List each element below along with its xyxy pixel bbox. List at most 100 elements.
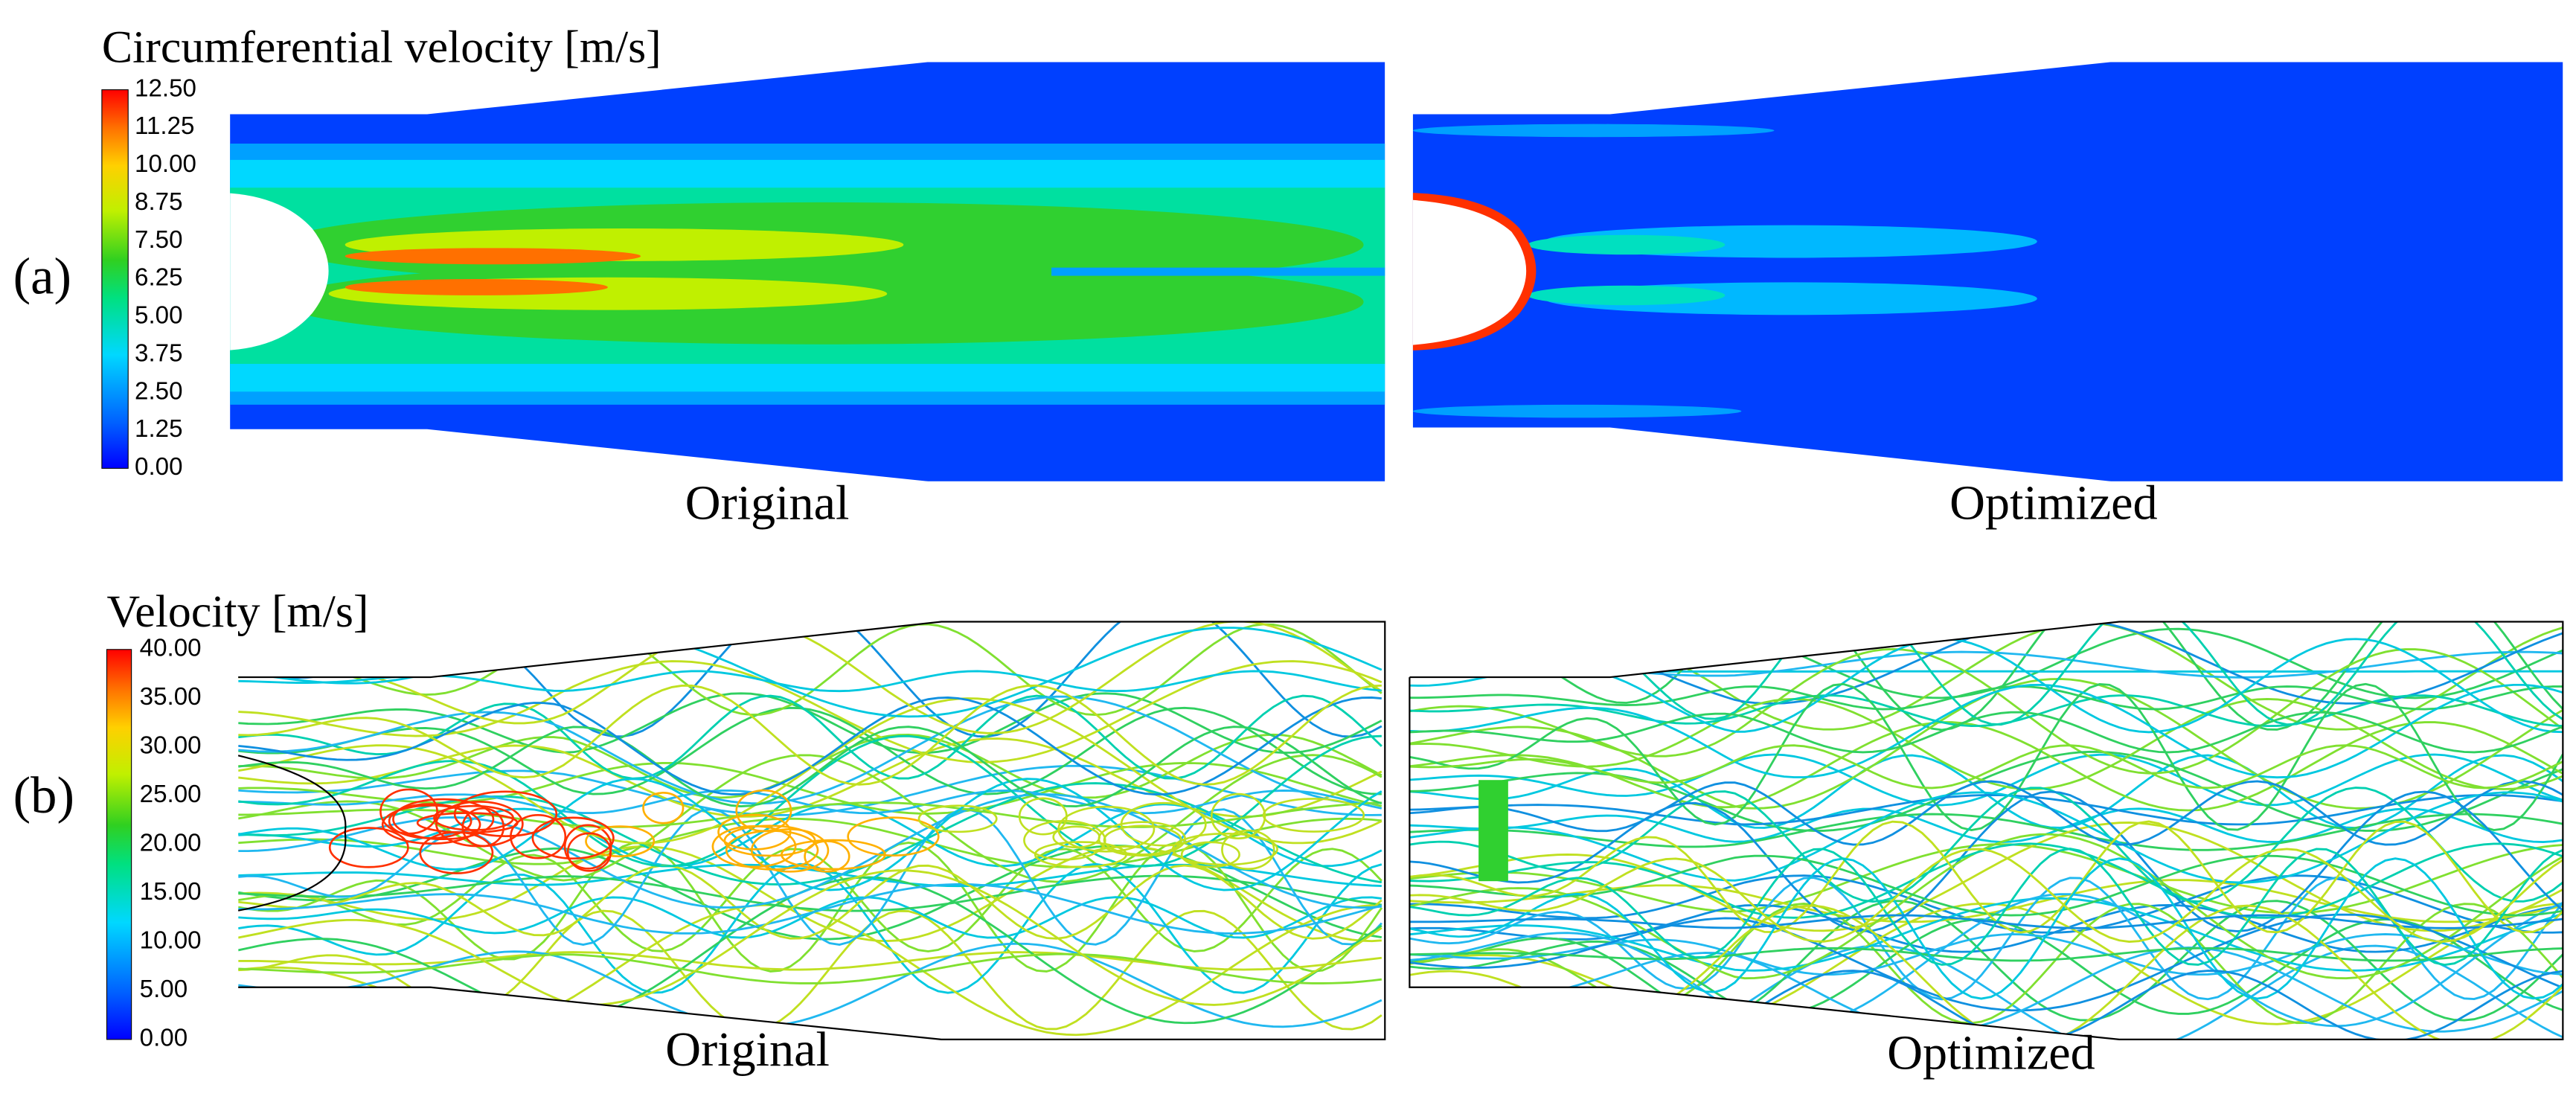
streamline [238,623,1382,717]
colorbar-tick-label: 2.50 [135,377,182,404]
swirl [1262,798,1365,833]
domain-outline [1409,621,2564,1040]
domain-outline [238,621,1386,1040]
colorbar-tick-label: 10.00 [135,150,196,177]
streamline [238,684,1382,786]
swirl [750,828,830,873]
streamline [238,726,1382,807]
streamline [238,761,1382,815]
streamline [238,754,1382,883]
swirl [725,830,819,871]
swirl [917,804,998,833]
inlet-band [1478,780,1508,882]
swirl [1221,829,1275,871]
swirl [435,801,524,848]
swirl [1120,801,1207,847]
streamline [1409,900,2563,1022]
streamline [1409,650,2563,679]
contour-original [230,62,1385,481]
panel-label: (a) [13,248,71,306]
streamline [1409,913,2563,1012]
streamline [238,942,1382,1028]
streamline [1409,621,2563,731]
swirl [379,788,438,835]
streamline [1409,790,2563,932]
streamline [238,817,1382,868]
swirl [642,792,685,824]
streamline [1409,914,2563,929]
streamline [1409,848,2563,943]
streamline [1409,750,2563,832]
swirl [328,827,409,868]
colorbar-tick-label: 12.50 [135,74,196,101]
streamline [238,734,1382,868]
streamline [1409,876,2563,1001]
colorbar-tick-label: 7.50 [135,225,182,253]
swirl [563,824,612,870]
contour-optimized [1412,62,2563,481]
colorbar-tick-label: 5.00 [140,975,188,1002]
colorbar-tick-label: 30.00 [140,731,202,759]
colorbar-tick-label: 5.00 [135,301,182,329]
view-label: Optimized [1949,476,2158,531]
streamline [1409,685,2563,711]
swirl [847,816,940,856]
colorbar [106,649,132,1040]
swirl [566,832,612,872]
streamline [1409,947,2563,962]
swirl [531,816,615,860]
swirl [419,831,494,874]
colorbar-tick-label: 6.25 [135,263,182,291]
swirl [1023,819,1106,861]
colorbar-tick-label: 11.25 [135,112,194,139]
streamline [1409,711,2563,754]
streamline [1409,897,2563,972]
streamline [238,696,1382,795]
colorbar-tick-label: 35.00 [140,682,202,710]
swirl [381,804,481,845]
streamline [238,863,1382,888]
streamline [238,864,1382,940]
swirl [1180,841,1240,868]
streamline [1409,947,2563,1033]
streamline [1409,682,2563,831]
streamline [238,694,1382,780]
colorbar [101,89,129,469]
swirl [1210,792,1266,839]
colorbar-tick-label: 1.25 [135,414,182,442]
streamline [238,801,1382,828]
streamline [1409,647,2563,775]
streamline [1409,833,2563,980]
streamline [238,869,1382,1006]
view-label: Original [665,1022,830,1077]
streamlines-original [238,621,1383,1037]
colorbar-tick-label: 15.00 [140,877,202,905]
streamline [1409,793,2563,826]
colorbar-tick-label: 40.00 [140,634,202,662]
view-label: Original [685,476,850,531]
streamline [1409,903,2563,1025]
streamlines-optimized [1409,621,2563,1040]
streamline [238,952,1382,984]
swirl [781,839,886,871]
streamline [1409,822,2563,932]
streamline [1409,848,2563,967]
streamline [238,706,1382,795]
streamline [238,883,1382,935]
streamline [1409,857,2563,1000]
legend-title: Velocity [m/s] [107,586,369,637]
inlet-outline [237,755,347,912]
legend-title: Circumferential velocity [m/s] [102,22,661,73]
streamline [1409,854,2563,917]
colorbar-tick-label: 20.00 [140,829,202,856]
streamline [238,951,1382,971]
streamline [238,874,1382,912]
streamline [1409,820,2563,934]
swirl [711,825,797,868]
colorbar-tick-label: 0.00 [135,452,182,480]
colorbar-tick-label: 0.00 [140,1024,188,1051]
streamline [1409,780,2563,846]
swirl [1018,797,1068,836]
streamline [1409,621,2563,731]
panel-label: (b) [13,766,74,824]
